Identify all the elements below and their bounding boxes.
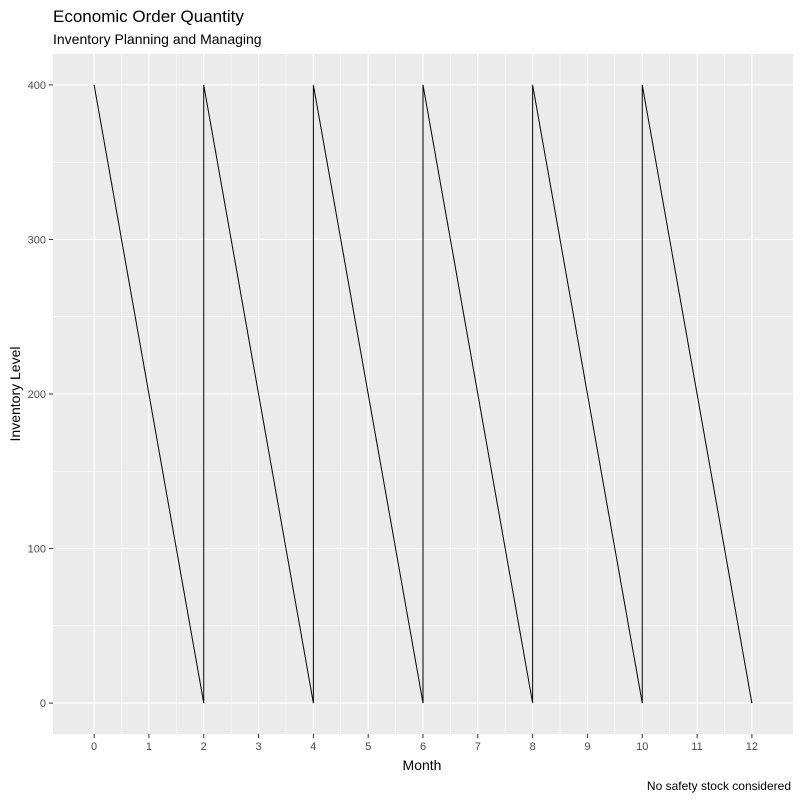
y-tick-label: 400 bbox=[28, 80, 46, 92]
x-tick-label: 3 bbox=[255, 741, 261, 753]
x-tick-label: 10 bbox=[636, 741, 648, 753]
y-tick-label: 300 bbox=[28, 234, 46, 246]
chart-subtitle: Inventory Planning and Managing bbox=[53, 31, 262, 47]
y-tick-label: 100 bbox=[28, 544, 46, 556]
x-tick-label: 12 bbox=[746, 741, 758, 753]
x-tick-label: 9 bbox=[584, 741, 590, 753]
x-tick-label: 2 bbox=[201, 741, 207, 753]
x-tick-label: 6 bbox=[420, 741, 426, 753]
x-axis-title: Month bbox=[403, 757, 442, 773]
x-tick-label: 1 bbox=[146, 741, 152, 753]
chart-caption: No safety stock considered bbox=[647, 779, 791, 793]
chart-title: Economic Order Quantity bbox=[53, 7, 244, 26]
x-axis: 0 1 2 3 4 5 6 7 8 9 10 11 12 bbox=[91, 734, 758, 753]
x-tick-label: 8 bbox=[530, 741, 536, 753]
x-tick-label: 0 bbox=[91, 741, 97, 753]
x-tick-label: 5 bbox=[365, 741, 371, 753]
y-tick-label: 200 bbox=[28, 389, 46, 401]
inventory-level-line bbox=[93, 84, 753, 704]
x-tick-label: 4 bbox=[310, 741, 316, 753]
x-tick-label: 11 bbox=[691, 741, 702, 753]
plot-panel bbox=[53, 54, 793, 734]
y-tick-label: 0 bbox=[40, 698, 46, 710]
x-tick-label: 7 bbox=[475, 741, 481, 753]
y-axis: 0 100 200 300 400 bbox=[28, 80, 53, 710]
series-layer bbox=[93, 84, 753, 704]
y-axis-title: Inventory Level bbox=[7, 347, 23, 442]
